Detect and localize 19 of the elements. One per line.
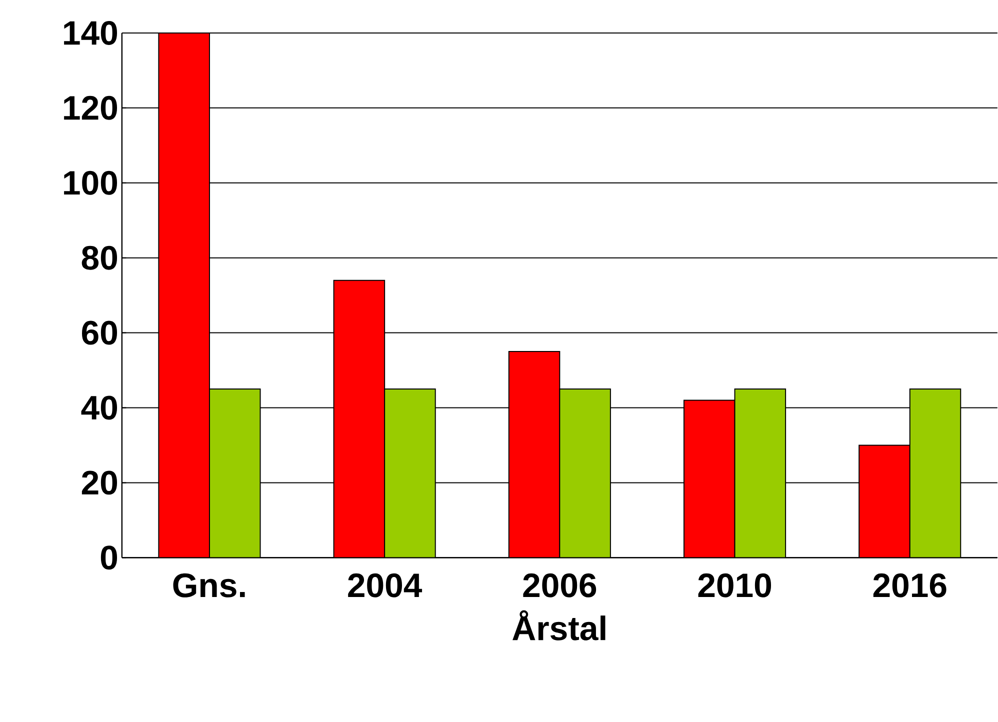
x-tick-label: Gns. xyxy=(173,574,245,598)
bar xyxy=(559,388,611,558)
y-tick-label: 0 xyxy=(100,546,118,570)
y-tick-label: 120 xyxy=(64,96,118,120)
x-axis-title: Årstal xyxy=(512,610,606,641)
bar xyxy=(384,388,436,558)
y-tick-label: 40 xyxy=(81,396,118,420)
bar xyxy=(909,388,962,558)
x-tick-label: 2004 xyxy=(348,574,422,598)
x-tick-label: 2006 xyxy=(523,574,596,598)
x-tick-label: 2010 xyxy=(698,574,772,598)
y-tick-label: 100 xyxy=(64,171,118,196)
bar xyxy=(734,388,786,558)
y-tick-label: 60 xyxy=(82,321,118,345)
y-tick-label: 20 xyxy=(82,470,118,495)
bar xyxy=(208,388,261,558)
x-tick-label: 2016 xyxy=(873,574,946,598)
y-tick-label: 140 xyxy=(64,21,118,46)
y-tick-label: 80 xyxy=(82,246,118,270)
